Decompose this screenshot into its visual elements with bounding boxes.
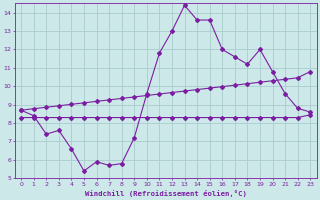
X-axis label: Windchill (Refroidissement éolien,°C): Windchill (Refroidissement éolien,°C): [85, 190, 247, 197]
